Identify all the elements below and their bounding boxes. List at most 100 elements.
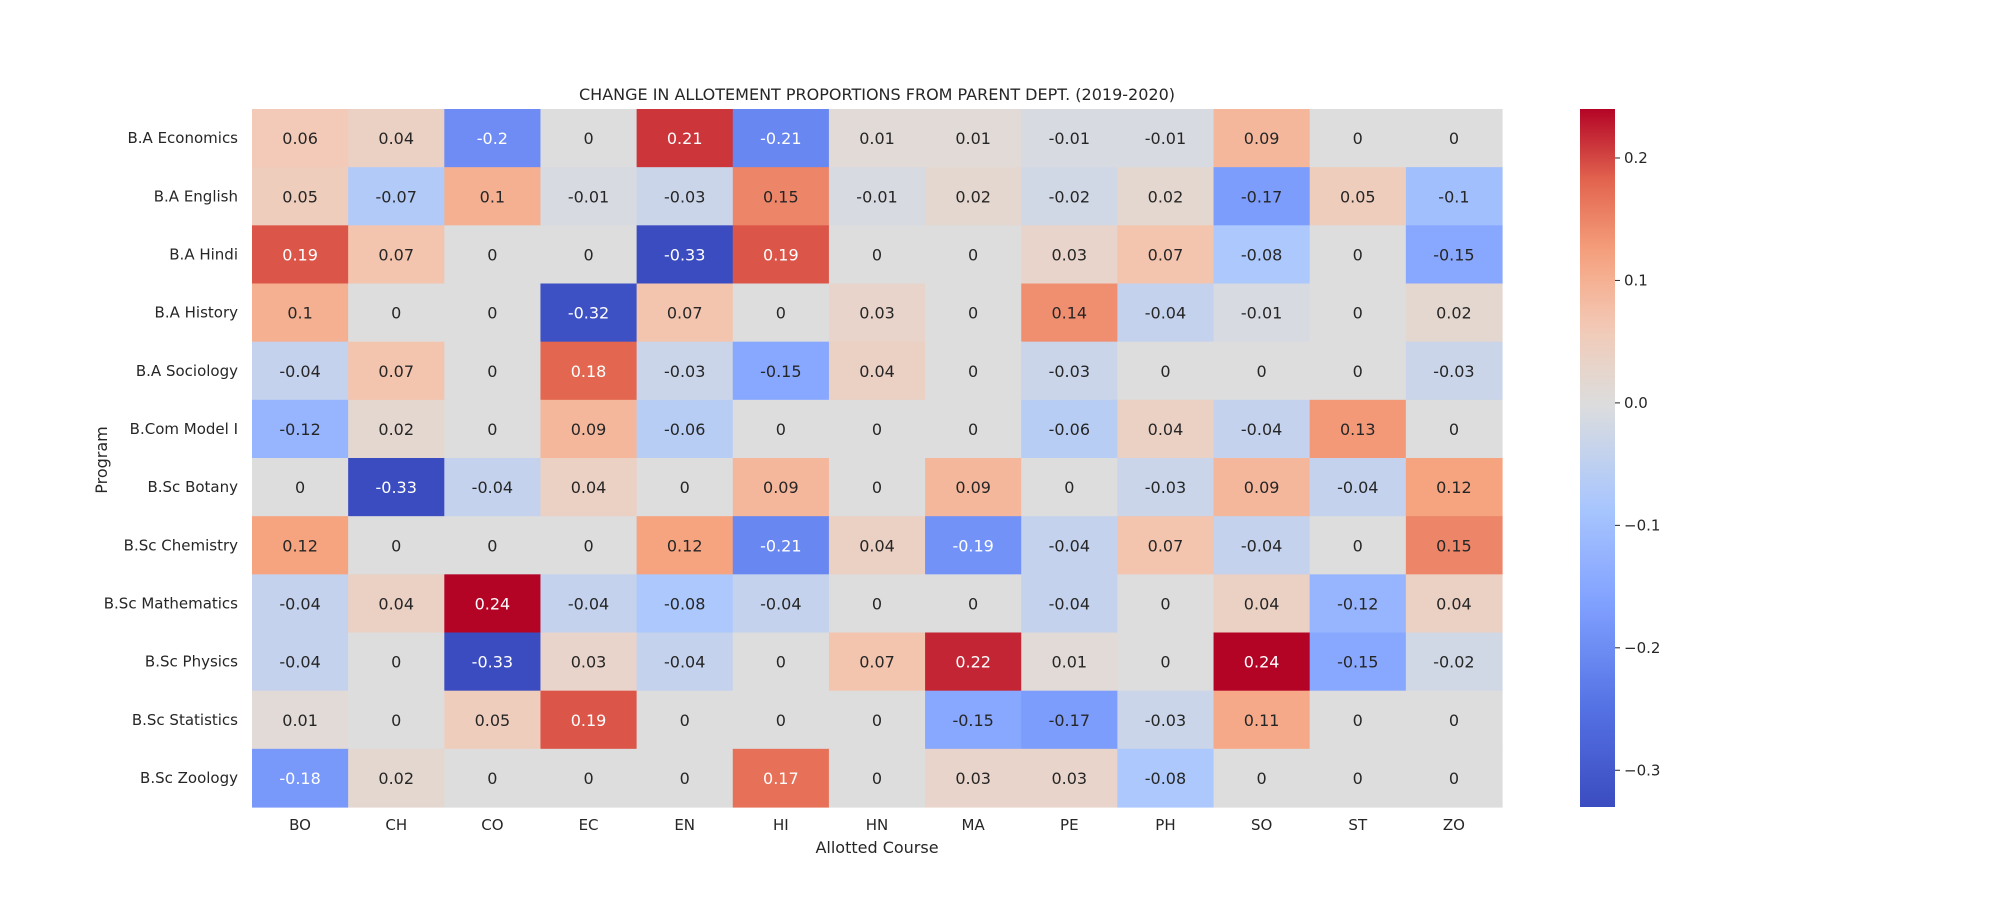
heatmap-cell: [732, 690, 830, 750]
heatmap-cell: [444, 632, 542, 692]
cell-value-label: 0.05: [1340, 187, 1376, 206]
cell-value-label: 0: [1353, 362, 1363, 381]
cell-value-label: 0.07: [1148, 536, 1184, 555]
y-tick-label: B.A English: [154, 187, 238, 205]
y-tick-label: B.Com Model I: [130, 420, 238, 438]
heatmap-cell: [1405, 109, 1503, 168]
heatmap-cell: [252, 690, 349, 750]
x-axis-title: Allotted Course: [815, 838, 938, 857]
heatmap-cell: [1213, 632, 1311, 692]
heatmap-cell: [636, 399, 734, 459]
x-tick-label: SO: [1251, 816, 1272, 834]
cell-value-label: 0.09: [763, 478, 799, 497]
cell-value-label: 0: [680, 769, 690, 788]
cell-value-label: 0: [1353, 245, 1363, 264]
heatmap-cell: [925, 690, 1022, 750]
heatmap-cell: [1213, 574, 1311, 634]
heatmap-cell: [828, 225, 926, 285]
heatmap-cell: [925, 167, 1022, 226]
cell-value-label: 0: [487, 304, 497, 323]
cell-value-label: 0: [872, 711, 882, 730]
heatmap-cell: [925, 283, 1022, 343]
cell-value-label: -0.12: [1337, 594, 1378, 613]
heatmap-cell: [1021, 167, 1118, 226]
cell-value-label: 0.05: [282, 187, 318, 206]
cell-value-label: 0: [487, 769, 497, 788]
heatmap-cell: [540, 225, 638, 285]
heatmap-cell: [636, 748, 734, 808]
cell-value-label: -0.21: [760, 536, 801, 555]
heatmap-cell: [925, 109, 1022, 168]
y-tick-label: B.A Sociology: [136, 362, 238, 380]
heatmap-cell: [540, 458, 638, 517]
heatmap-cell: [828, 458, 926, 517]
heatmap-cell: [1309, 283, 1407, 343]
heatmap-cell: [1117, 341, 1215, 401]
heatmap-cell: [1021, 341, 1118, 401]
cell-value-label: 0.14: [1051, 304, 1087, 323]
heatmap-cell: [925, 458, 1022, 517]
cell-value-label: 0.06: [282, 129, 318, 148]
heatmap-cell: [636, 341, 734, 401]
heatmap-cell: [1213, 225, 1311, 285]
heatmap-cell: [252, 399, 349, 459]
heatmap-cell: [828, 399, 926, 459]
cell-value-label: -0.21: [760, 129, 801, 148]
y-tick-label: B.Sc Statistics: [132, 711, 238, 729]
heatmap-cell: [1309, 690, 1407, 750]
heatmap-cell: [540, 574, 638, 634]
x-tick-labels: BO CH CO EC EN HI HN MA PE PH SO ST ZO: [289, 816, 1465, 834]
cell-value-label: 0.12: [282, 536, 318, 555]
heatmap-cell: [1117, 748, 1215, 808]
heatmap-cell: [444, 341, 542, 401]
heatmap-cell: [1405, 341, 1503, 401]
heatmap-cell: [348, 109, 445, 168]
cell-value-label: 0: [1353, 129, 1363, 148]
heatmap-cell: [444, 690, 542, 750]
heatmap-cell: [444, 458, 542, 517]
cell-value-label: 0.02: [378, 420, 414, 439]
cell-value-label: 0.04: [378, 129, 414, 148]
heatmap-cell: [252, 574, 349, 634]
cell-value-label: -0.04: [1241, 420, 1282, 439]
x-tick-label: ZO: [1443, 816, 1465, 834]
y-tick-label: B.Sc Physics: [145, 653, 238, 671]
heatmap-cell: [636, 167, 734, 226]
heatmap-cell: [1405, 167, 1503, 226]
colorbar-ticks: 0.2 0.1 0.0 −0.1 −0.2 −0.3: [1615, 149, 1660, 779]
cell-value-label: -0.2: [477, 129, 508, 148]
heatmap-cell: [540, 516, 638, 575]
cell-value-label: 0.03: [1051, 245, 1087, 264]
heatmap-cell: [1021, 225, 1118, 285]
heatmap-cell: [1021, 748, 1118, 808]
heatmap-cell: [444, 574, 542, 634]
heatmap-cell: [1309, 109, 1407, 168]
heatmap-cell: [1021, 458, 1118, 517]
cell-value-label: -0.03: [1145, 711, 1186, 730]
cell-value-label: -0.04: [760, 594, 801, 613]
cell-value-label: 0: [583, 536, 593, 555]
cell-value-label: -0.08: [1241, 245, 1282, 264]
heatmap-cell: [732, 283, 830, 343]
heatmap-cell: [925, 748, 1022, 808]
heatmap-cell: [732, 109, 830, 168]
heatmap-cell: [540, 690, 638, 750]
colorbar-tick-label: 0.2: [1624, 149, 1648, 167]
heatmap-cell: [828, 690, 926, 750]
x-tick-label: BO: [289, 816, 311, 834]
cell-value-label: 0: [872, 769, 882, 788]
cell-value-label: 0.02: [955, 187, 991, 206]
cell-value-label: 0: [680, 478, 690, 497]
heatmap-cell: [925, 225, 1022, 285]
heatmap-cell: [925, 516, 1022, 575]
heatmap-cell: [828, 574, 926, 634]
heatmap-cell: [444, 748, 542, 808]
heatmap-cell: [444, 516, 542, 575]
cell-value-label: -0.06: [1049, 420, 1090, 439]
heatmap-cell: [348, 225, 445, 285]
cell-value-label: 0: [391, 304, 401, 323]
heatmap-cell: [1309, 748, 1407, 808]
heatmap-cell: [252, 283, 349, 343]
heatmap-cell: [636, 109, 734, 168]
cell-value-label: 0.09: [1244, 129, 1280, 148]
